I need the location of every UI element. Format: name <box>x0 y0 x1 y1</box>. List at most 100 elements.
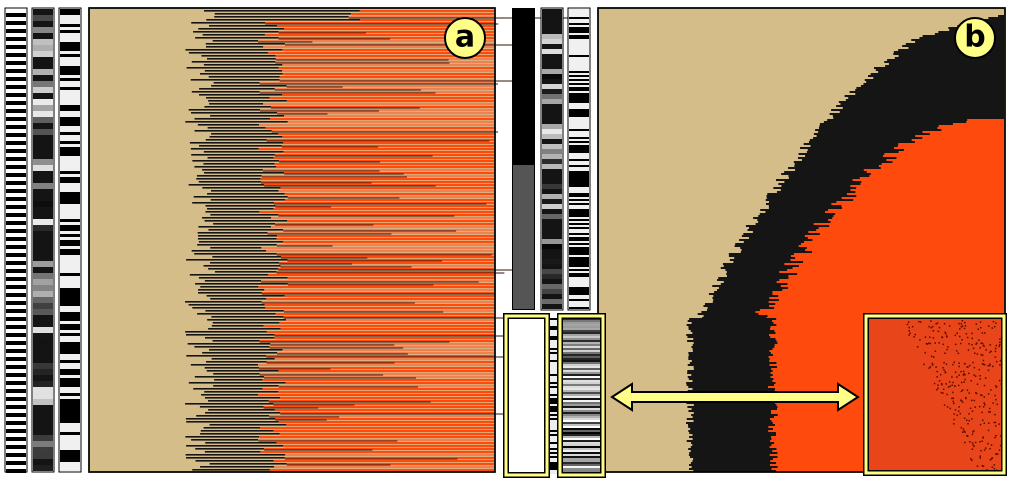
strip-cell <box>33 381 53 387</box>
row-orange <box>778 295 1004 297</box>
row-orange <box>275 58 494 61</box>
strip-cell <box>6 409 26 413</box>
dot <box>953 361 956 364</box>
strip-cell <box>33 195 53 201</box>
strip-cell <box>60 366 80 369</box>
strip-cell <box>33 387 53 393</box>
row-orange <box>274 202 494 205</box>
row-dark <box>268 401 431 403</box>
row-black <box>186 457 285 459</box>
row-black <box>689 432 777 434</box>
strip-cell <box>60 162 80 165</box>
row-orange <box>808 231 1004 233</box>
strip-cell <box>542 219 562 224</box>
strip-cell <box>569 247 589 249</box>
row-black <box>202 217 272 219</box>
row-black <box>692 460 771 462</box>
row-black <box>688 354 774 356</box>
strip-cell <box>542 164 562 169</box>
strip-cell <box>60 156 80 159</box>
row-black <box>209 103 264 105</box>
dot <box>987 393 990 395</box>
row-black <box>693 368 772 370</box>
row-black <box>197 244 277 246</box>
row-black <box>200 430 274 432</box>
strip-cell <box>33 363 53 369</box>
strip-cell <box>569 35 589 37</box>
row-orange <box>282 64 494 67</box>
dot <box>995 434 997 437</box>
row-black <box>856 87 1004 89</box>
row-black <box>208 328 281 330</box>
strip-cell <box>569 15 589 17</box>
row-black <box>199 88 275 90</box>
row-black <box>688 468 772 470</box>
strip-cell <box>33 87 53 93</box>
strip-cell <box>6 65 26 69</box>
row-orange <box>262 379 494 382</box>
strip-cell <box>6 45 26 49</box>
row-orange <box>825 211 1004 213</box>
row-orange <box>268 274 494 277</box>
strip-cell <box>60 87 80 90</box>
strip-cell <box>542 69 562 74</box>
row-dark <box>275 59 449 61</box>
row-black <box>211 325 264 327</box>
row-black <box>692 416 775 418</box>
dot <box>943 323 946 325</box>
dot <box>979 347 981 349</box>
strip-cell <box>33 351 53 357</box>
strip-cell <box>562 398 602 400</box>
strip-cell <box>549 406 558 408</box>
strip-cell <box>549 446 558 448</box>
strip-cell <box>562 338 602 340</box>
strip-cell <box>60 150 80 153</box>
strip-cell <box>6 25 26 29</box>
strip-cell <box>549 390 558 392</box>
row-black <box>194 118 271 120</box>
strip-cell <box>542 179 562 184</box>
row-black <box>836 105 1004 107</box>
strip-cell <box>549 420 558 422</box>
row-black <box>186 355 267 357</box>
strip-cell <box>549 378 558 380</box>
row-orange <box>261 301 494 304</box>
dot <box>982 436 984 438</box>
dot <box>979 374 981 377</box>
row-black <box>193 196 288 198</box>
dot <box>971 418 973 420</box>
row-black <box>205 412 281 414</box>
row-dark <box>261 293 495 295</box>
strip-cell <box>542 199 562 204</box>
dot <box>974 375 977 377</box>
strip-cell <box>569 301 589 303</box>
row-dark <box>284 44 525 46</box>
strip-cell <box>569 199 589 201</box>
row-orange <box>262 169 494 172</box>
dot <box>949 407 952 410</box>
row-black <box>864 79 1004 81</box>
dot <box>954 343 957 346</box>
strip-cell <box>33 135 53 141</box>
dot <box>994 413 996 416</box>
row-orange <box>268 400 494 403</box>
row-orange <box>831 203 1004 205</box>
strip-cell <box>549 404 558 406</box>
strip-cell <box>6 309 26 313</box>
dot <box>998 449 1001 451</box>
strip-cell <box>569 261 589 263</box>
strip-cell <box>6 21 26 25</box>
row-orange <box>274 154 494 157</box>
row-black <box>693 342 778 344</box>
row-black <box>831 109 1004 111</box>
strip-cell <box>562 414 602 416</box>
strip-cell <box>60 177 80 180</box>
dot <box>963 373 965 375</box>
row-orange <box>881 163 1004 165</box>
row-black <box>185 403 274 405</box>
dot <box>952 363 954 366</box>
strip-cell <box>549 368 558 370</box>
strip-cell <box>569 303 589 305</box>
dot <box>931 362 934 365</box>
row-black <box>690 462 777 464</box>
